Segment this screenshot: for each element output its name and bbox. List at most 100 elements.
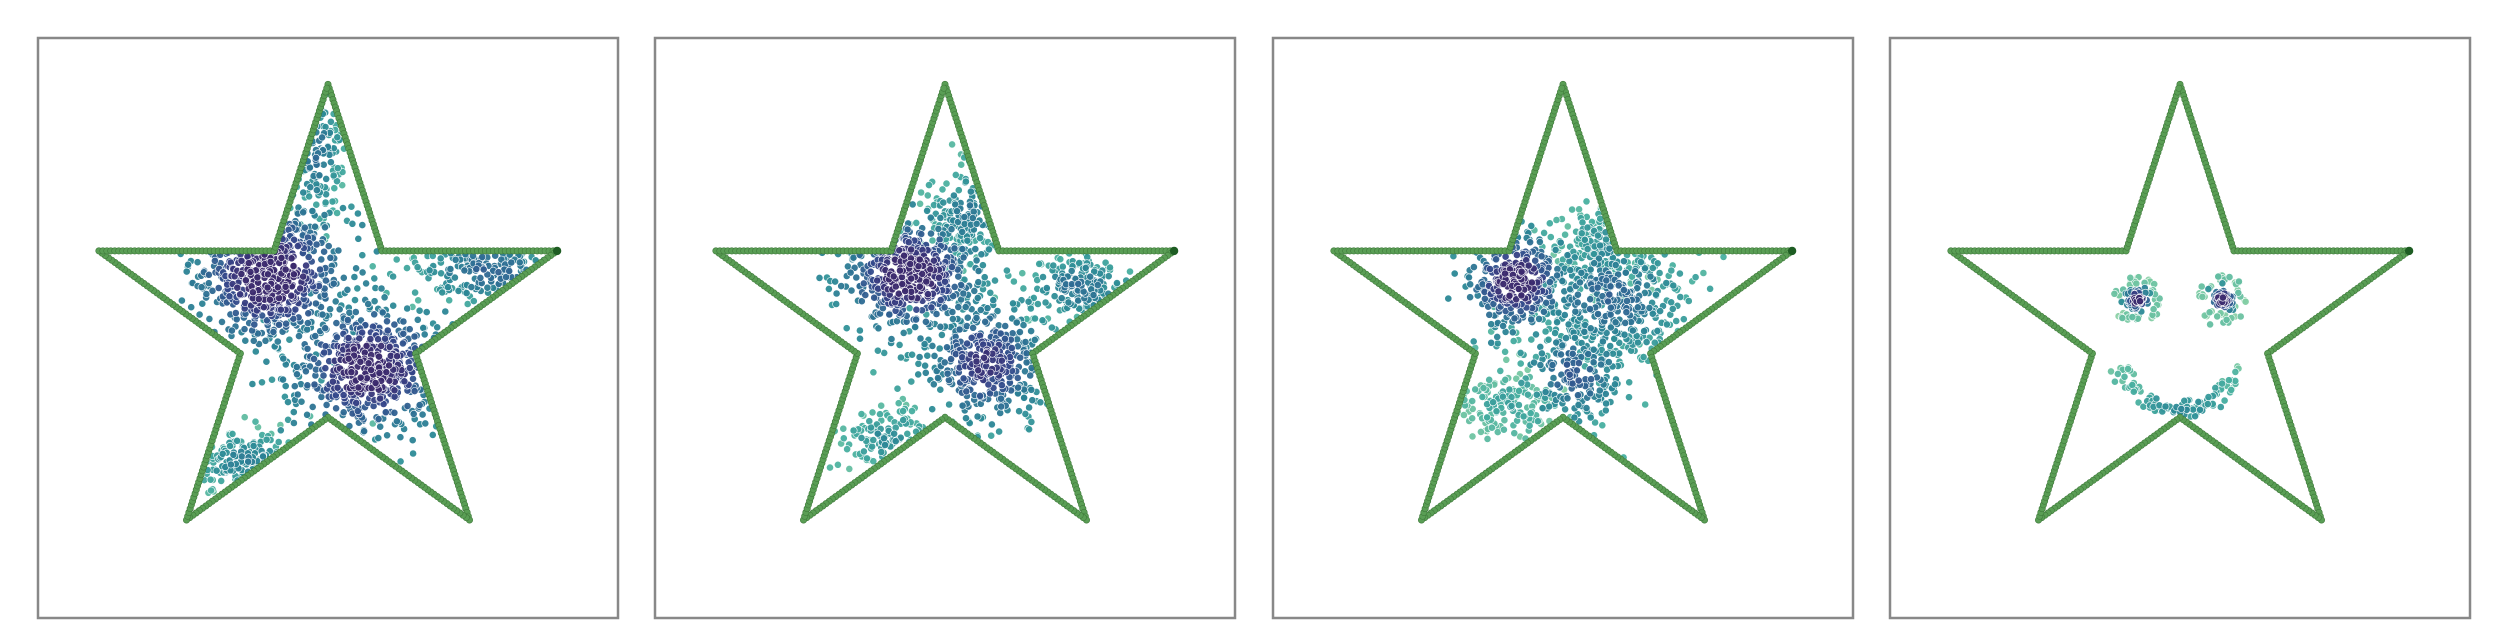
data-point: [908, 407, 916, 415]
data-point: [962, 387, 971, 396]
data-point: [1493, 339, 1502, 348]
data-point: [393, 352, 401, 361]
data-point: [1481, 294, 1489, 303]
chart-panel-3: [1271, 36, 1855, 620]
data-point: [356, 373, 365, 382]
data-point: [266, 257, 275, 266]
data-point: [1699, 269, 1708, 277]
data-point: [310, 354, 318, 363]
data-point: [293, 370, 301, 379]
data-point: [945, 376, 953, 384]
data-point: [289, 419, 298, 427]
data-point: [1593, 283, 1602, 292]
data-point: [948, 140, 956, 149]
data-point: [250, 320, 259, 329]
data-point: [1466, 293, 1474, 302]
data-point: [321, 364, 330, 373]
data-point: [1020, 393, 1028, 402]
data-point: [960, 213, 969, 221]
data-point: [240, 413, 249, 422]
data-point: [420, 330, 429, 339]
data-point: [330, 184, 339, 193]
data-point: [939, 198, 948, 207]
data-point: [1571, 307, 1580, 316]
data-point: [1611, 380, 1619, 389]
data-point: [351, 308, 360, 316]
data-point: [1545, 219, 1554, 228]
data-point: [936, 322, 945, 331]
data-point: [1513, 251, 1521, 259]
data-point: [867, 423, 875, 432]
data-point: [1590, 259, 1599, 268]
data-point: [1546, 278, 1554, 286]
data-point: [846, 268, 855, 277]
data-point: [1030, 335, 1039, 344]
data-point: [1625, 393, 1633, 402]
data-point: [507, 258, 516, 267]
data-point: [273, 283, 282, 292]
data-point: [1016, 353, 1025, 362]
data-point: [1669, 281, 1678, 290]
data-point: [989, 296, 998, 305]
data-point: [385, 361, 393, 370]
data-point: [932, 310, 941, 318]
data-point: [1022, 358, 1031, 367]
data-point: [1001, 322, 1010, 330]
data-point: [1534, 417, 1542, 426]
data-point: [1582, 404, 1591, 412]
data-point: [1586, 324, 1595, 333]
data-point: [1012, 318, 1021, 327]
data-point: [297, 397, 306, 406]
data-point: [276, 426, 285, 435]
data-point: [290, 382, 299, 391]
data-point: [415, 306, 424, 315]
data-point: [998, 381, 1006, 390]
data-point: [450, 273, 459, 282]
data-point: [981, 317, 990, 326]
data-point: [889, 272, 898, 281]
data-point: [865, 417, 874, 426]
data-point: [289, 262, 298, 270]
data-point: [273, 337, 282, 346]
data-point: [1568, 349, 1577, 358]
data-point: [1042, 284, 1051, 292]
data-point: [321, 324, 330, 333]
data-point: [916, 199, 924, 208]
data-point: [299, 188, 308, 197]
data-point: [1540, 228, 1548, 237]
data-point: [227, 326, 236, 335]
data-point: [930, 351, 939, 360]
data-point: [240, 325, 249, 334]
data-point: [943, 343, 951, 352]
data-point: [1003, 266, 1011, 275]
data-point: [228, 429, 237, 438]
data-point: [375, 369, 384, 377]
data-point: [422, 308, 431, 316]
data-point: [926, 213, 935, 222]
data-point: [856, 326, 864, 335]
data-point: [1645, 303, 1654, 312]
data-point: [281, 382, 290, 390]
data-point: [1587, 375, 1595, 384]
data-point: [248, 288, 257, 297]
data-point: [881, 441, 889, 449]
data-point: [1594, 310, 1602, 318]
data-point: [275, 294, 283, 302]
data-point: [1027, 327, 1035, 335]
data-point: [246, 267, 255, 276]
data-point: [995, 427, 1003, 436]
data-point: [1621, 268, 1630, 277]
data-point: [1586, 365, 1594, 374]
data-point: [876, 410, 884, 419]
boundary-endpoint: [552, 246, 562, 256]
data-point: [912, 315, 920, 324]
data-point: [182, 267, 191, 276]
data-point: [237, 452, 246, 461]
data-point: [293, 390, 302, 399]
data-point: [1025, 425, 1033, 434]
data-point: [351, 296, 359, 304]
data-point: [1104, 272, 1113, 281]
data-point: [935, 344, 944, 353]
data-point: [923, 191, 932, 200]
data-point: [1662, 279, 1671, 287]
